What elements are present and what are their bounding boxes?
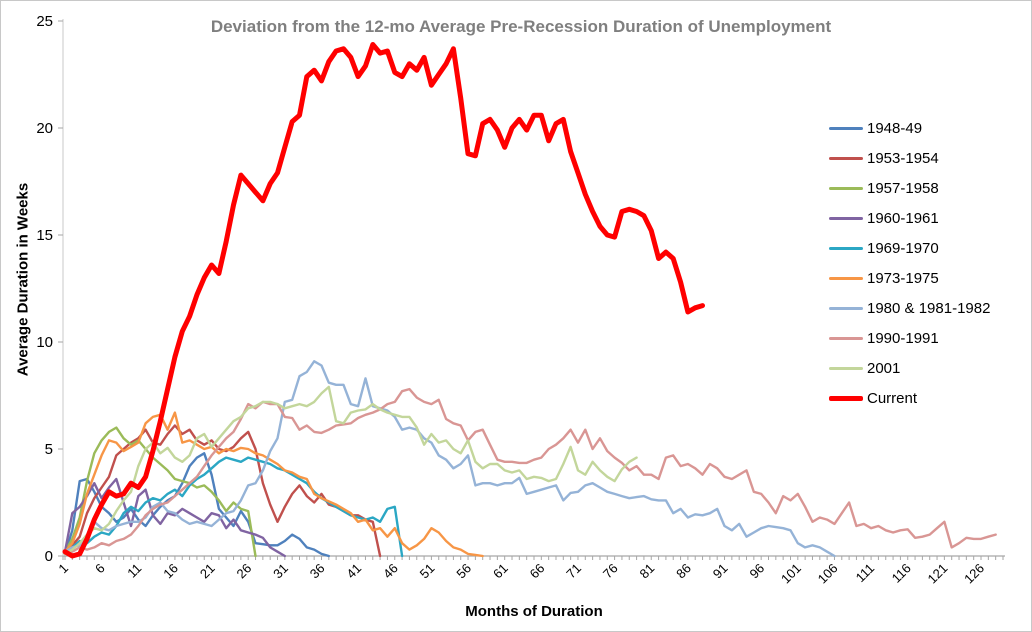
- x-tick-label: 6: [92, 561, 108, 577]
- x-tick-label: 51: [417, 561, 438, 582]
- legend-item: Current: [829, 383, 990, 413]
- x-tick-label: 81: [637, 561, 658, 582]
- x-axis-title: Months of Duration: [465, 603, 603, 620]
- x-tick-label: 126: [961, 561, 987, 587]
- y-axis-title: Average Duration in Weeks: [14, 182, 32, 377]
- legend-swatch: [829, 395, 863, 401]
- legend-swatch: [829, 366, 863, 370]
- legend-swatch: [829, 276, 863, 280]
- x-tick-label: 116: [889, 561, 914, 586]
- legend-item: 1990-1991: [829, 323, 990, 353]
- legend-item: 2001: [829, 353, 990, 383]
- legend-swatch: [829, 306, 863, 310]
- x-tick-label: 66: [527, 561, 548, 582]
- x-tick-label: 31: [270, 561, 291, 582]
- series-line-2001: [63, 385, 638, 556]
- series-line-current: [62, 42, 705, 559]
- x-tick-label: 16: [160, 561, 181, 582]
- legend-item: 1969-1970: [829, 233, 990, 263]
- x-tick-label: 46: [380, 561, 401, 582]
- legend-label: 1957-1958: [867, 179, 939, 197]
- legend-item: 1957-1958: [829, 173, 990, 203]
- legend-item: 1973-1975: [829, 263, 990, 293]
- series-line-1980-1981-1982: [63, 360, 836, 558]
- x-tick-label: 76: [600, 561, 621, 582]
- x-tick-label: 36: [307, 561, 328, 582]
- legend-label: Current: [867, 389, 918, 407]
- x-tick-label: 11: [124, 561, 144, 581]
- chart-title: Deviation from the 12-mo Average Pre-Rec…: [210, 17, 832, 36]
- legend: 1948-49 1953-1954 1957-1958 1960-1961 1969-1…: [829, 113, 990, 413]
- legend-label: 1980 & 1981-1982: [867, 299, 991, 317]
- legend-item: 1948-49: [829, 113, 990, 143]
- y-tick-label: 25: [36, 13, 53, 30]
- x-tick-label: 61: [490, 561, 511, 582]
- x-tick-label: 21: [197, 561, 218, 582]
- series-line-1990-1991: [63, 387, 997, 556]
- x-tick-label: 121: [925, 561, 951, 587]
- legend-swatch: [829, 336, 863, 340]
- legend-label: 1973-1975: [867, 269, 939, 287]
- legend-swatch: [829, 126, 863, 130]
- x-tick-label: 41: [343, 561, 364, 582]
- x-tick-label: 86: [673, 561, 694, 582]
- x-tick-label: 106: [815, 561, 841, 587]
- y-tick-label: 10: [36, 334, 53, 351]
- series-line-1957-1958: [63, 426, 257, 558]
- y-tick-label: 20: [36, 120, 53, 137]
- series-line-1953-1954: [63, 424, 382, 558]
- y-tick-label: 5: [45, 441, 53, 458]
- x-tick-label: 111: [853, 561, 878, 586]
- legend-swatch: [829, 186, 863, 190]
- x-tick-label: 26: [233, 561, 254, 582]
- legend-label: 1990-1991: [867, 329, 939, 347]
- x-tick-label: 101: [778, 561, 804, 587]
- series-line-1960-1961: [63, 477, 286, 558]
- y-tick-label: 0: [45, 548, 53, 565]
- x-tick-label: 96: [746, 561, 767, 582]
- legend-item: 1953-1954: [829, 143, 990, 173]
- series-line-1948-49: [63, 452, 330, 558]
- legend-swatch: [829, 156, 863, 160]
- x-tick-label: 1: [55, 561, 71, 577]
- legend-label: 1948-49: [867, 119, 923, 137]
- legend-swatch: [829, 216, 863, 220]
- series-line-1973-1975: [63, 411, 484, 558]
- series-line-1969-1970: [63, 456, 404, 558]
- x-tick-label: 71: [563, 561, 584, 582]
- legend-item: 1960-1961: [829, 203, 990, 233]
- legend-item: 1980 & 1981-1982: [829, 293, 990, 323]
- legend-swatch: [829, 246, 863, 250]
- y-tick-label: 15: [36, 227, 53, 244]
- x-tick-label: 91: [710, 561, 731, 582]
- legend-label: 1960-1961: [867, 209, 939, 227]
- legend-label: 1969-1970: [867, 239, 939, 257]
- legend-label: 1953-1954: [867, 149, 939, 167]
- legend-label: 2001: [867, 359, 901, 377]
- x-tick-label: 56: [453, 561, 474, 582]
